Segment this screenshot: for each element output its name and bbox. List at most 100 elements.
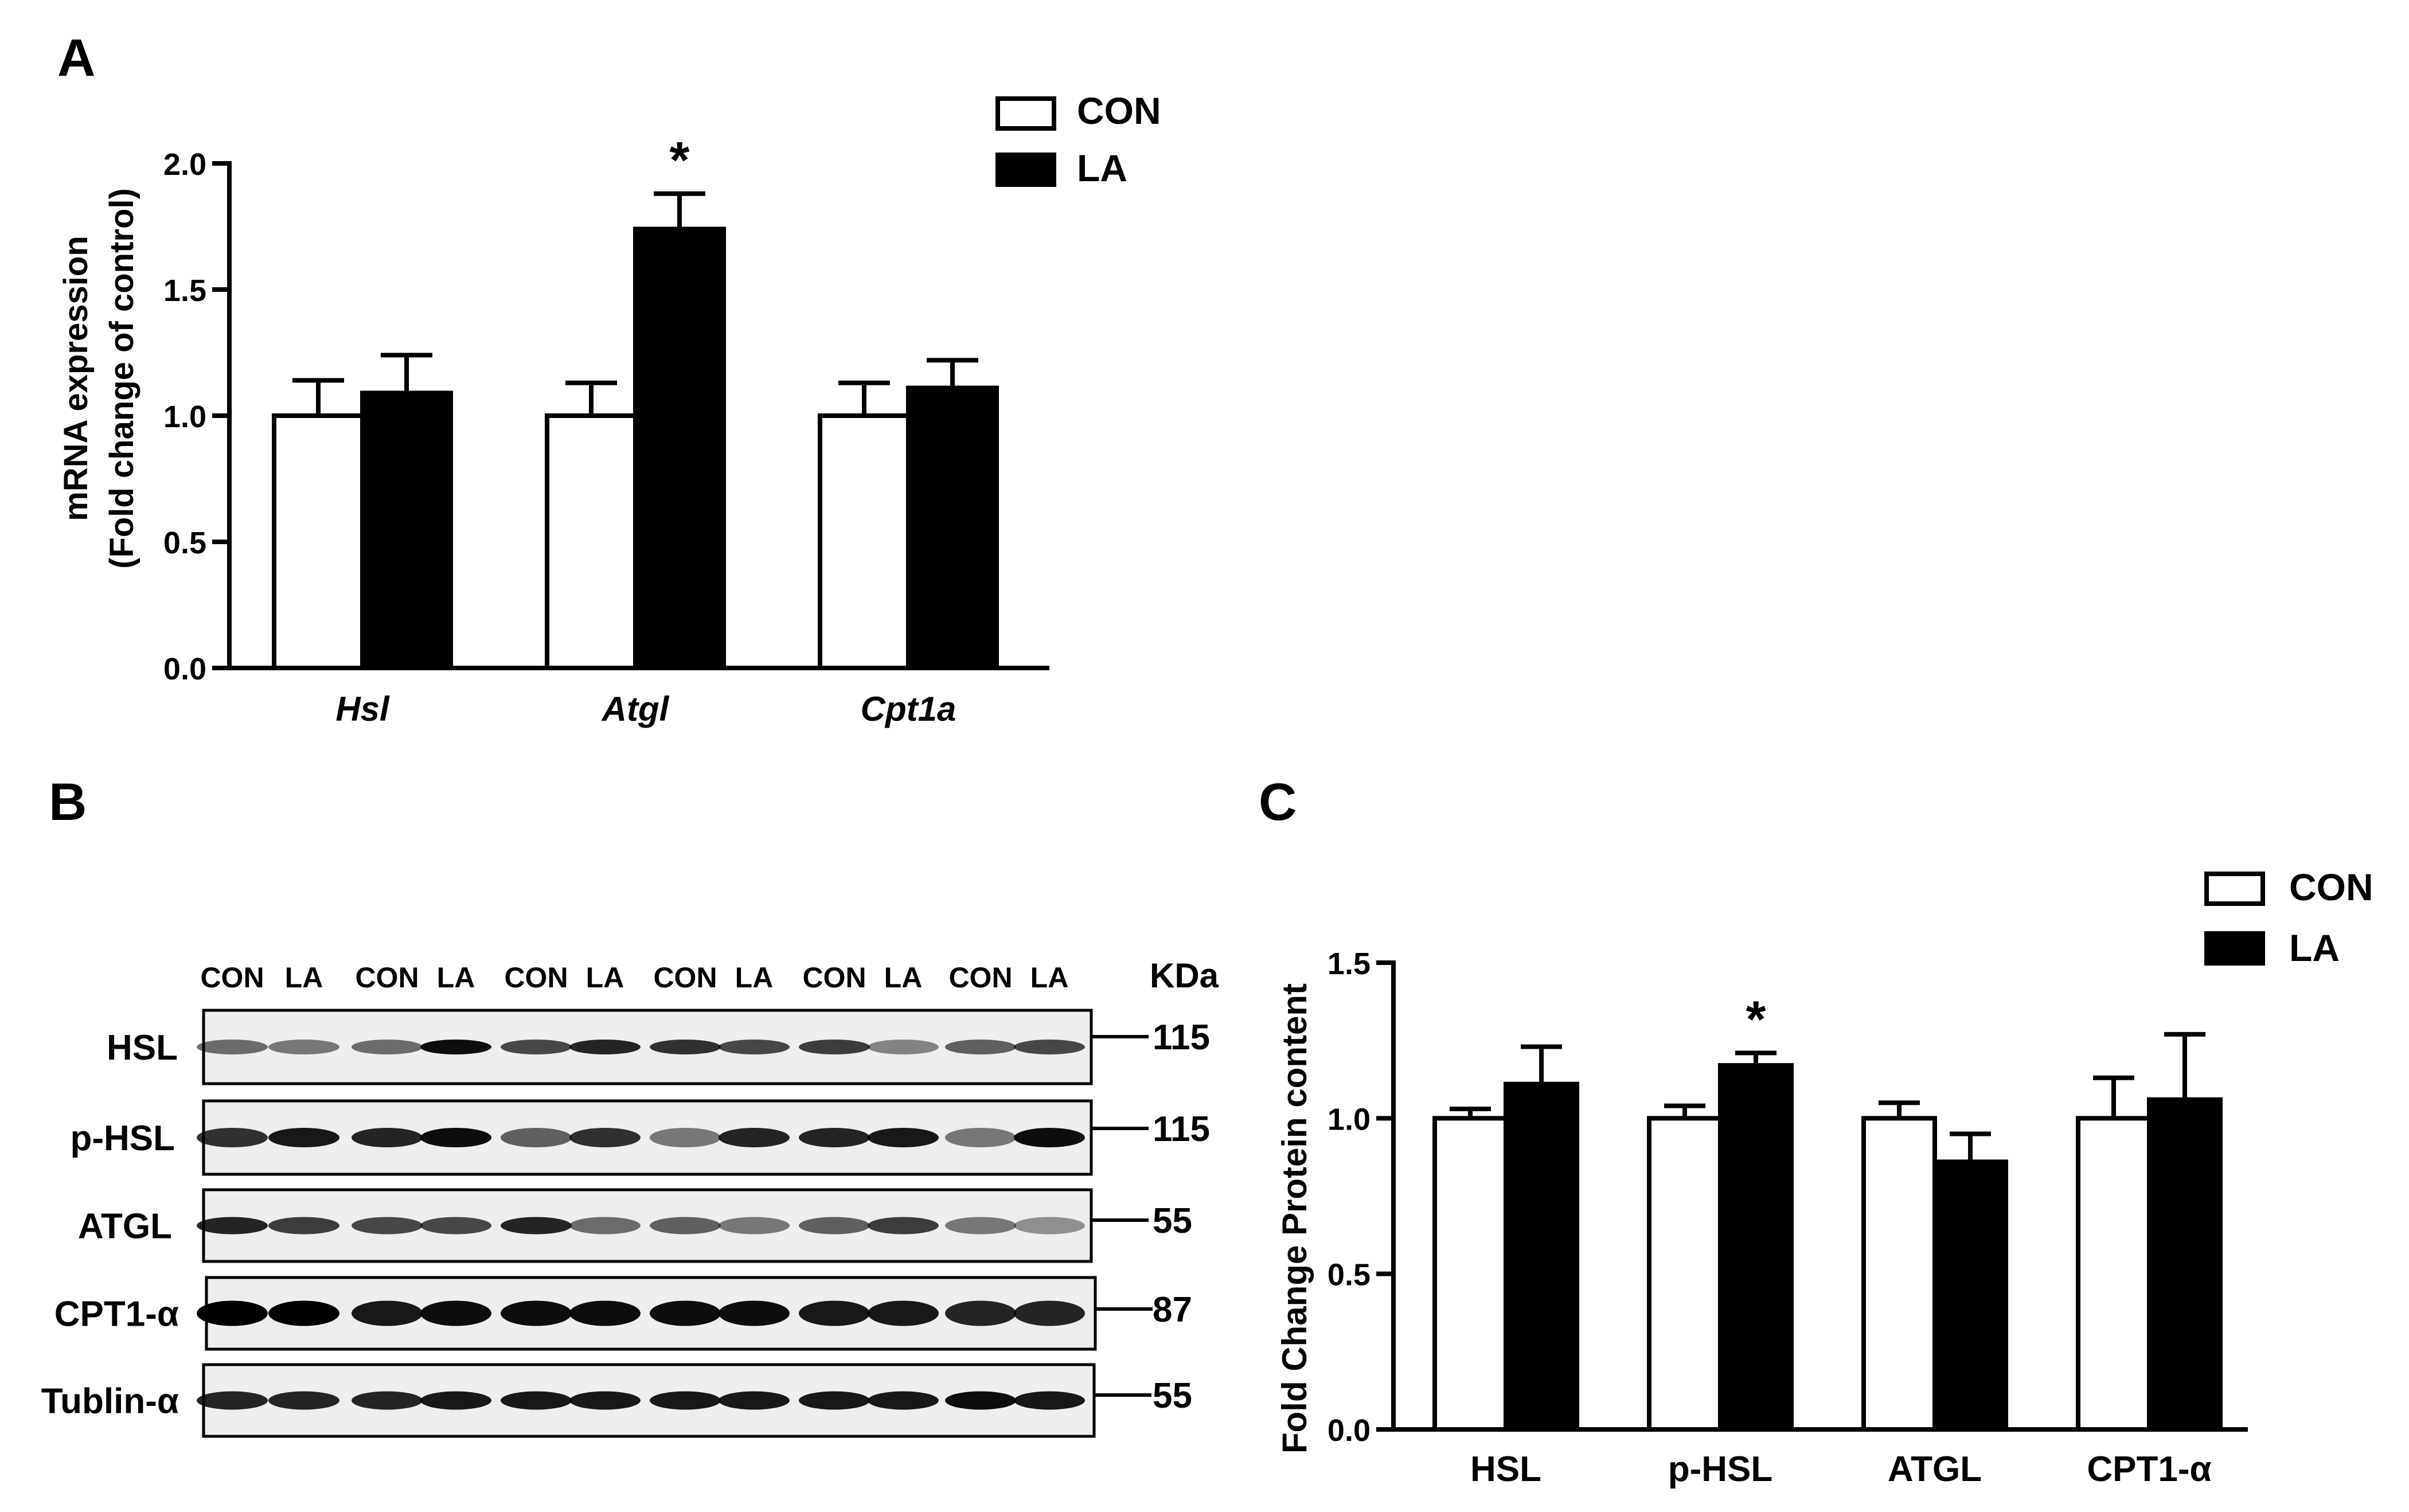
chart-a-ylabel-line1: mRNA expression: [57, 236, 95, 521]
blot-row: Tublin-α 55: [41, 1363, 1192, 1438]
bar-la-atgl: [633, 226, 726, 670]
bar-con-p-hsl: [1647, 1116, 1723, 1432]
blot-band: [799, 1391, 870, 1410]
bar-con-cpt1a: [818, 413, 911, 670]
bar-la-hsl: [1504, 1081, 1579, 1432]
blot-band: [868, 1128, 939, 1147]
legend-label-la: LA: [1077, 147, 1127, 189]
blot-band: [719, 1040, 790, 1054]
blot-band: [569, 1217, 641, 1234]
blot-band: [799, 1300, 870, 1326]
legend-swatch-la: [995, 153, 1056, 187]
blot-band: [945, 1128, 1016, 1147]
x-category-label: p-HSL: [1668, 1450, 1773, 1489]
x-category-label: HSL: [1470, 1450, 1541, 1489]
lane-label: LA: [884, 962, 923, 994]
blot-protein-label: Tublin-α: [41, 1382, 179, 1421]
y-tick-label: 1.5: [1328, 947, 1371, 981]
kda-marker-label: 87: [1153, 1290, 1192, 1330]
blot-band: [1014, 1217, 1085, 1234]
blot-protein-label: ATGL: [78, 1207, 172, 1247]
blot-band: [420, 1217, 491, 1234]
blot-band: [650, 1217, 721, 1234]
blot-band: [420, 1391, 491, 1410]
kda-marker-label: 55: [1153, 1201, 1192, 1241]
blot-row: p-HSL 115: [70, 1099, 1210, 1176]
blot-band: [197, 1040, 268, 1054]
legend-swatch-con: [2204, 872, 2265, 906]
bar-con-cpt1-α: [2076, 1116, 2152, 1432]
blot-band: [501, 1300, 572, 1326]
kda-marker-label: 115: [1153, 1018, 1210, 1057]
blot-band: [197, 1217, 268, 1234]
blot-band: [268, 1040, 339, 1054]
blot-band: [650, 1391, 721, 1410]
lane-label: CON: [948, 962, 1012, 994]
panel-label-a: A: [57, 29, 95, 87]
y-tick-label: 0.0: [163, 652, 206, 686]
y-tick-label: 1.5: [163, 274, 206, 308]
blot-band: [868, 1217, 939, 1234]
lane-label: LA: [1030, 962, 1069, 994]
y-tick-label: 0.0: [1328, 1413, 1371, 1448]
lane-label: CON: [504, 962, 568, 994]
blot-band: [197, 1391, 268, 1410]
y-tick-label: 0.5: [163, 526, 206, 560]
blot-band: [501, 1391, 572, 1410]
kda-header: KDa: [1150, 956, 1219, 995]
y-tick-label: 1.0: [163, 400, 206, 434]
blot-band: [945, 1300, 1016, 1326]
x-category-label: ATGL: [1888, 1450, 1982, 1489]
x-category-label: Atgl: [601, 690, 670, 728]
blot-band: [569, 1391, 641, 1410]
blot-band: [945, 1391, 1016, 1410]
blot-row: HSL 115: [107, 1009, 1210, 1085]
blot-membrane: [202, 1009, 1093, 1085]
bar-con-atgl: [545, 413, 638, 670]
blot-protein-label: p-HSL: [70, 1119, 175, 1158]
bar-con-hsl: [272, 413, 365, 670]
blot-band: [501, 1040, 572, 1054]
blot-band: [719, 1128, 790, 1147]
significance-marker: *: [1746, 991, 1766, 1048]
blot-band: [719, 1391, 790, 1410]
bar-la-cpt1a: [906, 385, 999, 670]
blot-band: [1014, 1128, 1085, 1147]
blot-band: [352, 1300, 423, 1326]
blot-band: [420, 1128, 491, 1147]
chart-a-legend: CON LA: [995, 89, 1161, 189]
blot-protein-label: CPT1-α: [54, 1295, 179, 1334]
blot-band: [352, 1217, 423, 1234]
x-category-label: Cpt1a: [861, 690, 956, 728]
x-category-label: Hsl: [335, 690, 390, 728]
bar-la-hsl: [360, 390, 453, 671]
lane-label: LA: [586, 962, 624, 994]
legend-label-la: LA: [2289, 927, 2340, 969]
blot-band: [650, 1300, 721, 1326]
chart-a-ylabel-line2: (Fold change of control): [103, 188, 140, 569]
panel-label-c: C: [1259, 773, 1297, 831]
blot-band: [799, 1128, 870, 1147]
blot-band: [268, 1217, 339, 1234]
panel-label-b: B: [49, 773, 87, 831]
chart-c-legend: CON LA: [2204, 866, 2373, 969]
blot-band: [420, 1300, 491, 1326]
blot-band: [268, 1300, 339, 1326]
blot-band: [352, 1391, 423, 1410]
lane-label: CON: [653, 962, 717, 994]
blot-band: [501, 1217, 572, 1234]
chart-c: CON LA Fold Change Protein content 0.0 0.…: [1275, 866, 2373, 1489]
lane-label: CON: [200, 962, 264, 994]
x-category-label: CPT1-α: [2087, 1450, 2211, 1489]
blot-band: [352, 1040, 423, 1054]
kda-marker-label: 115: [1153, 1109, 1210, 1149]
blot-band: [799, 1217, 870, 1234]
legend-label-con: CON: [2289, 866, 2373, 908]
blot-band: [569, 1300, 641, 1326]
legend-swatch-la: [2204, 931, 2265, 966]
blot-band: [719, 1300, 790, 1326]
lane-label: CON: [355, 962, 419, 994]
blot-band: [945, 1217, 1016, 1234]
lane-label: CON: [802, 962, 866, 994]
